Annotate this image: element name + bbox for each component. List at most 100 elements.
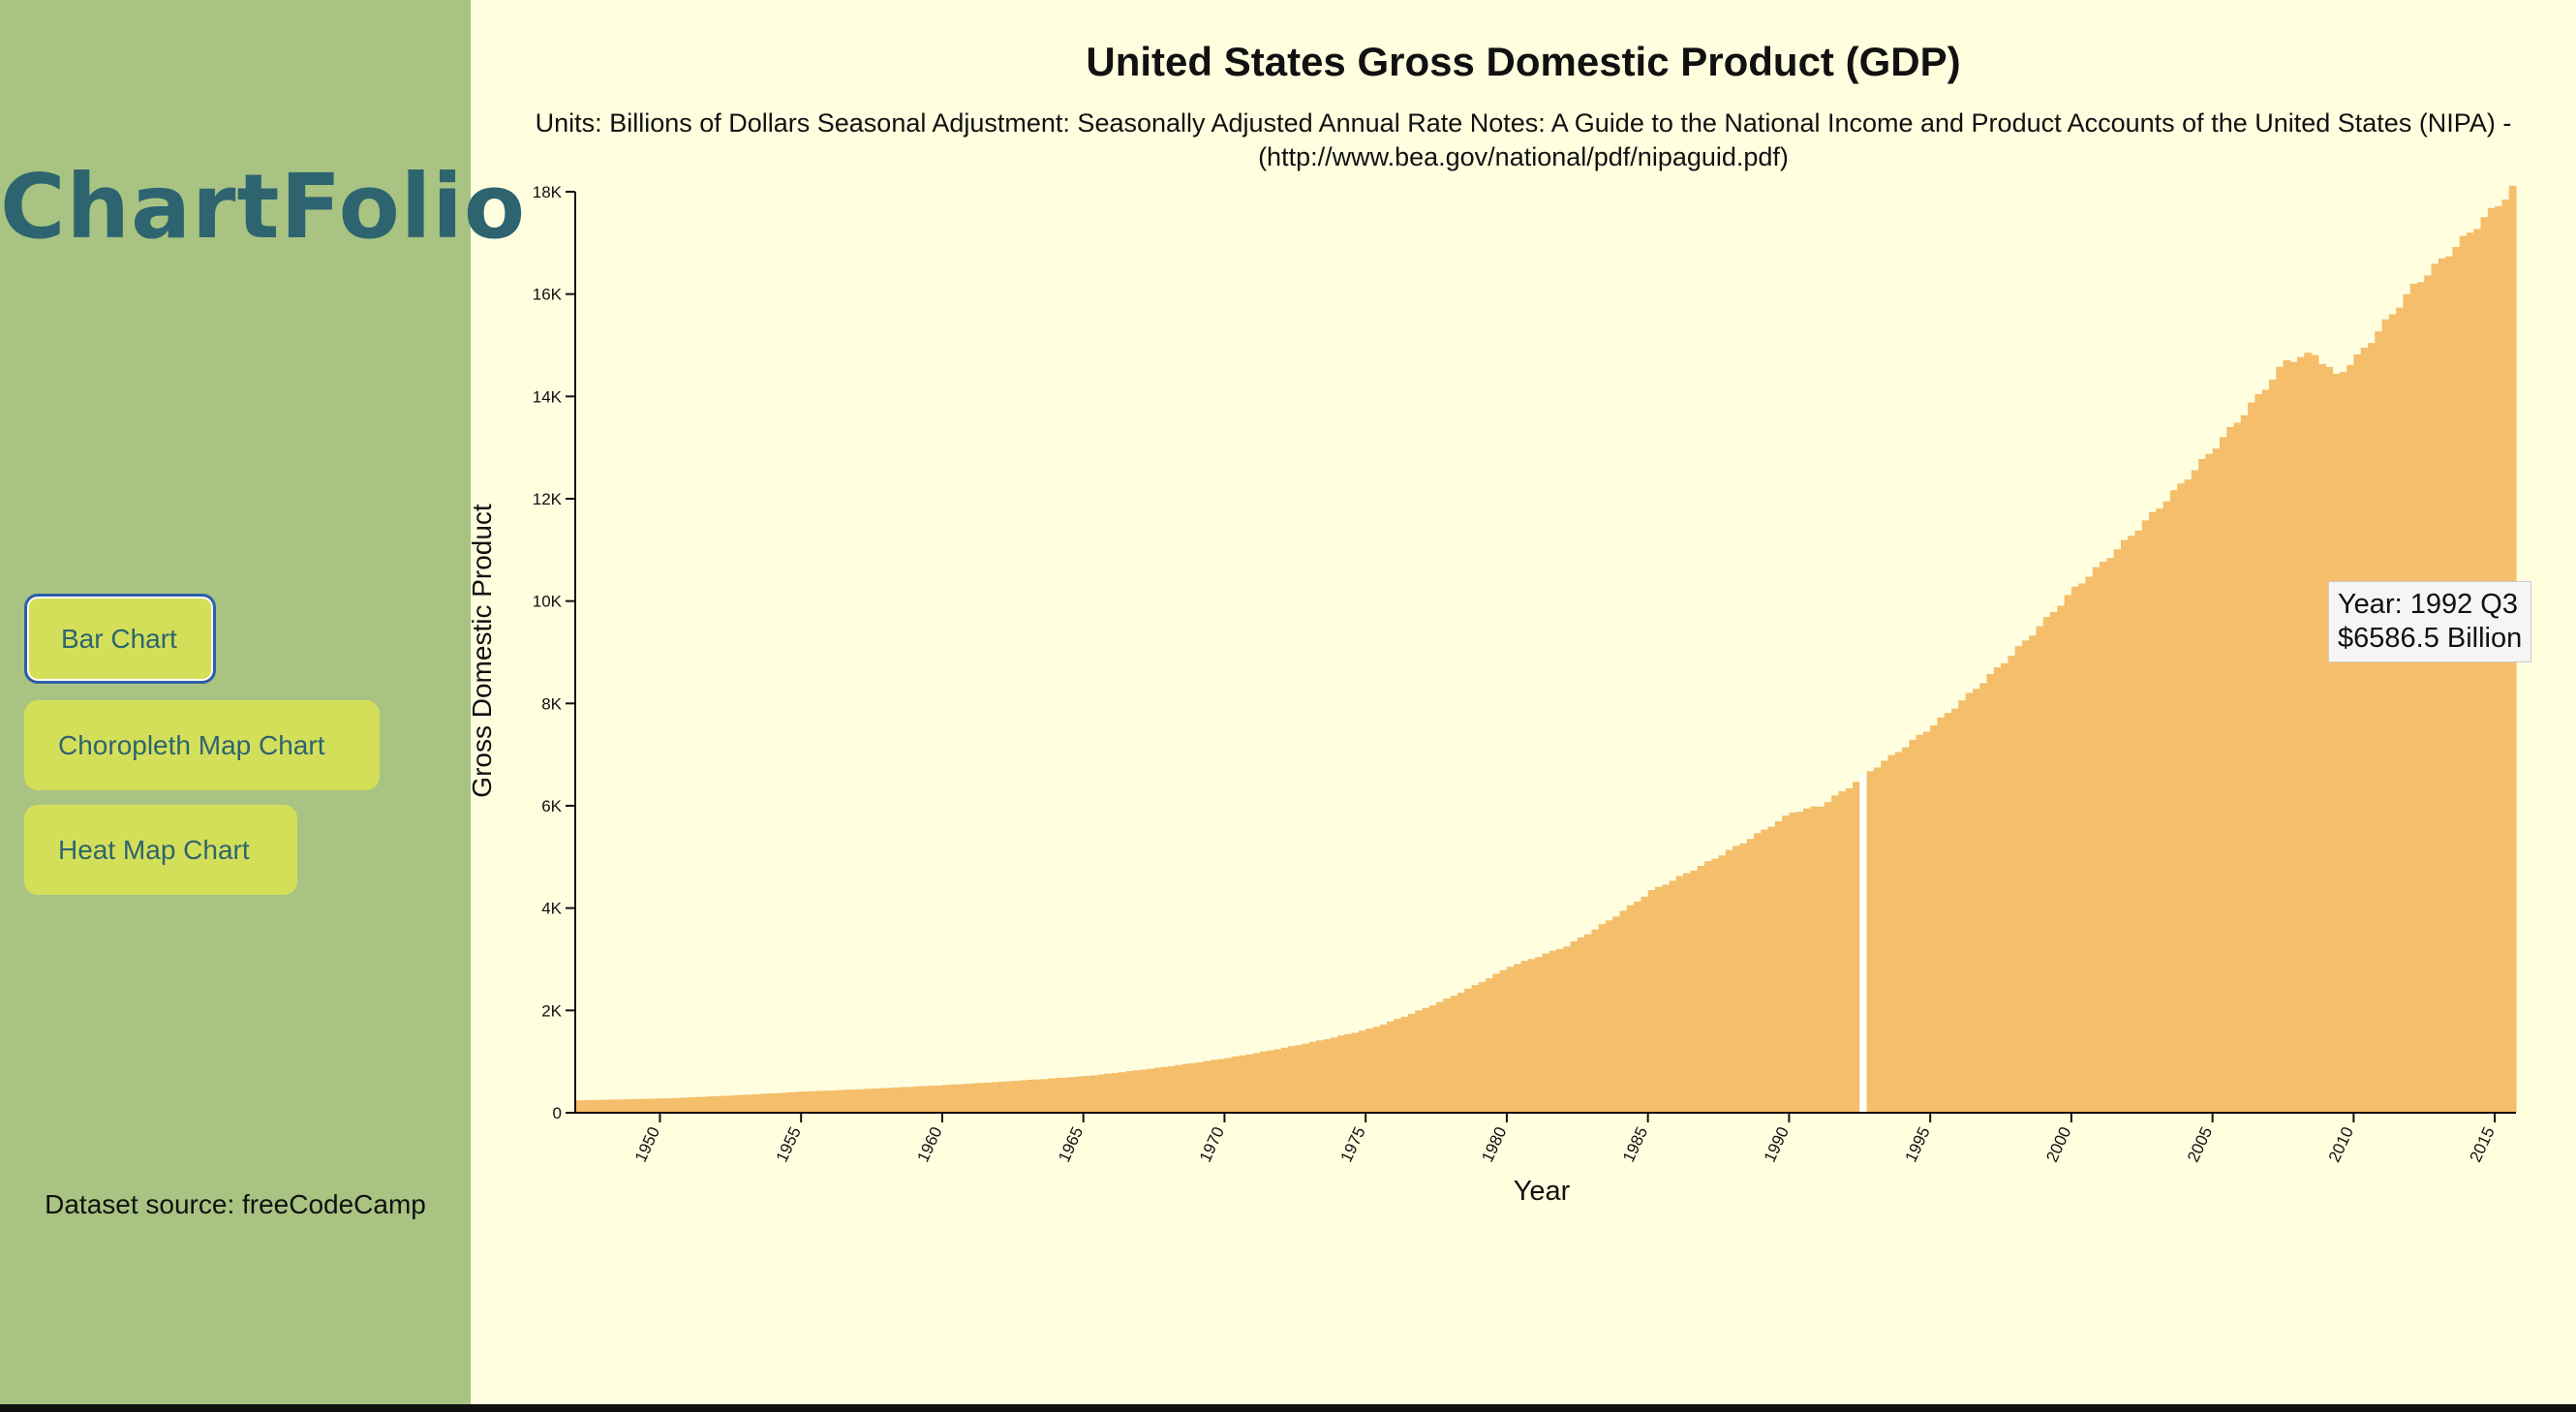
bar-1949-q3[interactable] bbox=[645, 1098, 654, 1113]
bar-1959-q4[interactable] bbox=[935, 1085, 943, 1113]
bar-1992-q4[interactable] bbox=[1866, 771, 1875, 1113]
bar-1988-q4[interactable] bbox=[1753, 833, 1762, 1113]
bar-1987-q1[interactable] bbox=[1703, 861, 1712, 1113]
bar-1980-q1[interactable] bbox=[1506, 967, 1515, 1113]
bar-1947-q3[interactable] bbox=[589, 1099, 598, 1113]
bar-1979-q3[interactable] bbox=[1492, 973, 1501, 1113]
bar-1994-q1[interactable] bbox=[1902, 747, 1910, 1113]
bar-1993-q2[interactable] bbox=[1881, 760, 1889, 1113]
bar-1973-q3[interactable] bbox=[1323, 1039, 1332, 1113]
bar-1949-q1[interactable] bbox=[631, 1098, 640, 1113]
bar-1950-q1[interactable] bbox=[659, 1098, 668, 1113]
bar-1993-q4[interactable] bbox=[1894, 752, 1903, 1113]
bar-1952-q3[interactable] bbox=[730, 1095, 739, 1113]
bar-2003-q3[interactable] bbox=[2169, 490, 2178, 1113]
bar-1996-q3[interactable] bbox=[1972, 689, 1980, 1113]
bar-1979-q2[interactable] bbox=[1486, 978, 1493, 1113]
bar-1968-q3[interactable] bbox=[1181, 1063, 1190, 1113]
bar-1972-q4[interactable] bbox=[1302, 1043, 1310, 1113]
bar-1954-q1[interactable] bbox=[773, 1092, 781, 1113]
bar-1999-q3[interactable] bbox=[2057, 605, 2066, 1113]
bar-1991-q1[interactable] bbox=[1817, 806, 1825, 1113]
bar-1947-q4[interactable] bbox=[596, 1099, 604, 1113]
bar-1969-q3[interactable] bbox=[1210, 1059, 1218, 1113]
bar-1993-q1[interactable] bbox=[1873, 767, 1882, 1114]
bar-1992-q1[interactable] bbox=[1845, 788, 1854, 1113]
bar-2000-q1[interactable] bbox=[2070, 586, 2079, 1113]
bar-1947-q2[interactable] bbox=[582, 1099, 591, 1113]
bar-1980-q3[interactable] bbox=[1520, 961, 1529, 1113]
bar-1990-q2[interactable] bbox=[1795, 812, 1804, 1113]
bar-1961-q1[interactable] bbox=[970, 1083, 978, 1113]
bar-1970-q3[interactable] bbox=[1239, 1055, 1246, 1113]
bar-1996-q4[interactable] bbox=[1979, 683, 1988, 1113]
bar-2009-q1[interactable] bbox=[2325, 366, 2334, 1113]
bar-1997-q4[interactable] bbox=[2008, 656, 2016, 1113]
bar-1969-q1[interactable] bbox=[1196, 1061, 1205, 1113]
bar-1948-q4[interactable] bbox=[625, 1099, 632, 1113]
bar-2007-q4[interactable] bbox=[2289, 361, 2298, 1113]
bar-1951-q3[interactable] bbox=[702, 1096, 711, 1113]
bar-1952-q1[interactable] bbox=[716, 1095, 724, 1113]
bar-1956-q3[interactable] bbox=[843, 1090, 851, 1113]
bar-1978-q1[interactable] bbox=[1450, 996, 1458, 1113]
bar-1974-q1[interactable] bbox=[1337, 1035, 1345, 1113]
bar-1959-q1[interactable] bbox=[913, 1086, 922, 1113]
bar-1951-q2[interactable] bbox=[694, 1096, 703, 1113]
bar-1958-q3[interactable] bbox=[900, 1087, 908, 1113]
bar-2011-q1[interactable] bbox=[2381, 319, 2390, 1113]
bar-1986-q3[interactable] bbox=[1690, 870, 1699, 1113]
bar-1982-q2[interactable] bbox=[1570, 941, 1579, 1113]
bar-1957-q2[interactable] bbox=[864, 1089, 873, 1113]
bar-1990-q1[interactable] bbox=[1789, 813, 1797, 1113]
bar-1957-q1[interactable] bbox=[857, 1089, 866, 1113]
bar-1975-q2[interactable] bbox=[1372, 1027, 1381, 1113]
bar-1980-q4[interactable] bbox=[1527, 959, 1536, 1113]
bar-2009-q2[interactable] bbox=[2332, 373, 2341, 1113]
bar-2005-q4[interactable] bbox=[2233, 422, 2242, 1114]
bar-2006-q3[interactable] bbox=[2254, 394, 2263, 1113]
bar-1981-q3[interactable] bbox=[1549, 950, 1557, 1113]
bar-1980-q2[interactable] bbox=[1514, 964, 1522, 1113]
bar-2007-q2[interactable] bbox=[2276, 366, 2285, 1113]
bar-1948-q3[interactable] bbox=[617, 1099, 626, 1113]
bar-1950-q4[interactable] bbox=[681, 1097, 690, 1113]
bar-1960-q4[interactable] bbox=[963, 1084, 971, 1113]
bar-1991-q3[interactable] bbox=[1831, 795, 1840, 1113]
bar-1992-q2[interactable] bbox=[1853, 782, 1860, 1113]
bar-2010-q3[interactable] bbox=[2367, 343, 2376, 1113]
bar-1959-q3[interactable] bbox=[928, 1086, 936, 1113]
bar-2010-q2[interactable] bbox=[2360, 347, 2369, 1114]
bar-1949-q2[interactable] bbox=[638, 1098, 647, 1113]
bar-1990-q4[interactable] bbox=[1810, 806, 1819, 1113]
bar-2013-q1[interactable] bbox=[2438, 258, 2446, 1113]
bar-1998-q3[interactable] bbox=[2029, 635, 2038, 1113]
bar-2000-q4[interactable] bbox=[2092, 567, 2101, 1113]
bar-2010-q1[interactable] bbox=[2353, 353, 2362, 1113]
bar-1960-q1[interactable] bbox=[941, 1085, 950, 1113]
bar-2002-q2[interactable] bbox=[2134, 530, 2143, 1113]
bar-1965-q4[interactable] bbox=[1104, 1073, 1113, 1113]
bar-1984-q2[interactable] bbox=[1626, 905, 1635, 1113]
bar-1987-q3[interactable] bbox=[1718, 855, 1727, 1113]
bar-1977-q2[interactable] bbox=[1428, 1005, 1437, 1113]
bar-1973-q2[interactable] bbox=[1316, 1040, 1325, 1113]
bar-1947-q1[interactable] bbox=[575, 1100, 583, 1113]
bar-1954-q2[interactable] bbox=[780, 1092, 788, 1113]
bar-2012-q4[interactable] bbox=[2431, 263, 2439, 1113]
bar-1997-q1[interactable] bbox=[1986, 673, 1995, 1113]
bar-1974-q4[interactable] bbox=[1358, 1030, 1366, 1113]
bar-1969-q2[interactable] bbox=[1203, 1060, 1211, 1113]
bar-1948-q2[interactable] bbox=[610, 1099, 619, 1113]
bar-1989-q4[interactable] bbox=[1782, 815, 1791, 1113]
bar-2012-q2[interactable] bbox=[2416, 282, 2425, 1113]
bar-2008-q2[interactable] bbox=[2304, 353, 2313, 1113]
bar-2001-q2[interactable] bbox=[2106, 558, 2115, 1113]
bar-2001-q4[interactable] bbox=[2120, 539, 2129, 1113]
bar-1983-q3[interactable] bbox=[1605, 920, 1613, 1113]
bar-1997-q3[interactable] bbox=[2001, 662, 2009, 1113]
bar-2005-q1[interactable] bbox=[2212, 448, 2221, 1114]
bar-2006-q2[interactable] bbox=[2248, 402, 2255, 1113]
bar-1964-q1[interactable] bbox=[1055, 1078, 1063, 1113]
bar-1981-q1[interactable] bbox=[1535, 957, 1543, 1113]
